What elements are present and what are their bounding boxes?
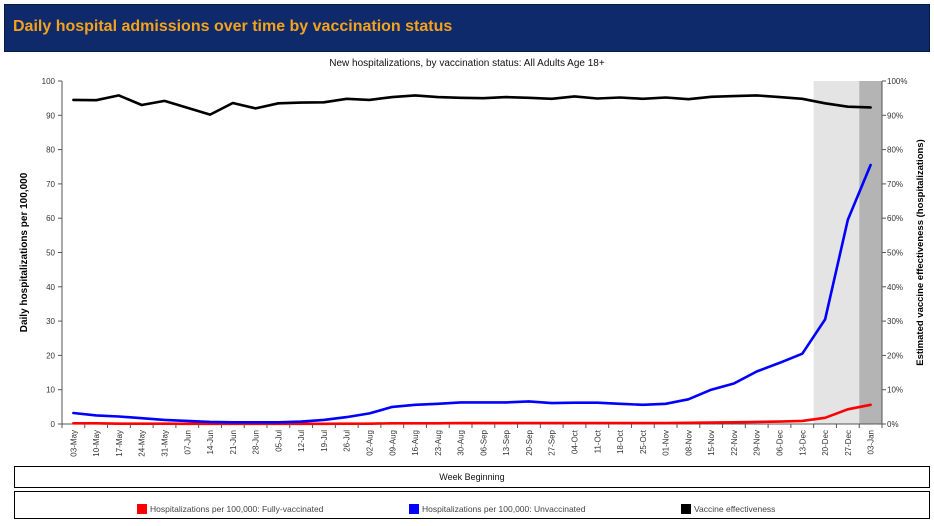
y-tick-label: 0 — [51, 420, 56, 429]
x-tick-label: 25-Oct — [639, 429, 648, 454]
x-axis-label-box: Week Beginning — [14, 466, 930, 488]
x-tick-label: 02-Aug — [366, 430, 375, 456]
x-axis-ticks: 03-May 10-May 17-May 24-May 31-May 07-Jun 14-J… — [61, 424, 883, 457]
y2-tick-label: 70% — [887, 180, 903, 189]
legend-label: Vaccine effectiveness — [694, 503, 776, 514]
x-tick-label: 06-Dec — [776, 430, 785, 456]
y2-tick-label: 20% — [887, 351, 903, 360]
legend-swatch-red — [137, 503, 147, 514]
legend-label: Hospitalizations per 100,000: Fully-vacc… — [150, 503, 324, 514]
x-tick-label: 10-May — [92, 430, 101, 457]
x-tick-label: 13-Sep — [502, 429, 511, 455]
y2-tick-label: 60% — [887, 214, 903, 223]
x-tick-label: 20-Sep — [525, 429, 534, 455]
line-chart: 0 10 20 30 40 50 60 70 80 90 100 0% 10% 20% 30% 40% 50%… — [19, 77, 926, 457]
y2-tick-label: 100% — [887, 77, 907, 86]
chart-axes — [61, 81, 883, 425]
y-tick-label: 10 — [46, 386, 55, 395]
x-tick-label: 17-May — [115, 430, 124, 457]
x-tick-label: 19-Jul — [320, 430, 329, 452]
x-tick-label: 29-Nov — [753, 430, 762, 456]
shaded-period-1 — [859, 81, 882, 424]
y2-tick-label: 0% — [887, 420, 899, 429]
y2-tick-label: 80% — [887, 146, 903, 155]
shaded-periods — [813, 81, 882, 424]
x-tick-label: 31-May — [161, 430, 170, 457]
y-tick-label: 40 — [46, 283, 55, 292]
shaded-period-0 — [813, 81, 860, 424]
left-axis-ticks: 0 10 20 30 40 50 60 70 80 90 100 — [42, 77, 62, 429]
x-tick-label: 27-Dec — [844, 430, 853, 456]
x-tick-label: 26-Jul — [343, 430, 352, 452]
right-axis-ticks: 0% 10% 20% 30% 40% 50% 60% 70% 80% 90% 100% — [882, 77, 907, 429]
chart-series — [72, 94, 872, 426]
y-axis-label: Daily hospitalizations per 100,000 — [19, 172, 30, 332]
series-line-1 — [72, 163, 872, 424]
legend-swatch-black — [681, 503, 691, 514]
y-tick-label: 30 — [46, 317, 55, 326]
x-tick-label: 14-Jun — [206, 430, 215, 454]
x-tick-label: 16-Aug — [411, 430, 420, 456]
legend-item-fully-vaccinated: Hospitalizations per 100,000: Fully-vacc… — [137, 500, 324, 514]
y-tick-label: 90 — [46, 111, 55, 120]
x-tick-label: 20-Dec — [821, 430, 830, 456]
x-tick-label: 07-Jun — [183, 430, 192, 454]
y-tick-label: 50 — [46, 249, 55, 258]
x-tick-label: 03-May — [69, 430, 78, 457]
y-tick-label: 70 — [46, 180, 55, 189]
x-tick-label: 03-Jan — [867, 430, 876, 454]
y2-tick-label: 40% — [887, 283, 903, 292]
y2-axis-label: Estimated vaccine effectiveness (hospita… — [915, 139, 926, 366]
x-tick-label: 05-Jul — [274, 430, 283, 452]
x-tick-label: 13-Dec — [798, 430, 807, 456]
x-tick-label: 30-Aug — [457, 430, 466, 456]
x-tick-label: 24-May — [138, 430, 147, 457]
x-tick-label: 04-Oct — [571, 429, 580, 454]
legend-label: Hospitalizations per 100,000: Unvaccinat… — [422, 503, 586, 514]
x-tick-label: 28-Jun — [252, 430, 261, 454]
y2-tick-label: 50% — [887, 249, 903, 258]
y-tick-label: 80 — [46, 146, 55, 155]
x-tick-label: 27-Sep — [548, 429, 557, 455]
y2-tick-label: 90% — [887, 111, 903, 120]
series-line-0 — [72, 403, 872, 426]
y2-tick-label: 30% — [887, 317, 903, 326]
series-line-2 — [72, 94, 872, 116]
x-tick-label: 06-Sep — [479, 429, 488, 455]
y2-tick-label: 10% — [887, 386, 903, 395]
banner-title: Daily hospital admissions over time by v… — [13, 18, 453, 35]
x-tick-label: 23-Aug — [434, 430, 443, 456]
y-tick-label: 100 — [42, 77, 56, 86]
x-tick-label: 15-Nov — [707, 430, 716, 456]
y-tick-label: 60 — [46, 214, 55, 223]
legend: Hospitalizations per 100,000: Fully-vacc… — [14, 491, 930, 519]
x-tick-label: 09-Aug — [388, 430, 397, 456]
x-tick-label: 12-Jul — [297, 430, 306, 452]
x-tick-label: 01-Nov — [662, 430, 671, 456]
x-tick-label: 21-Jun — [229, 430, 238, 454]
x-tick-label: 22-Nov — [730, 430, 739, 456]
legend-item-vaccine-effectiveness: Vaccine effectiveness — [681, 500, 776, 514]
legend-item-unvaccinated: Hospitalizations per 100,000: Unvaccinat… — [409, 500, 586, 514]
x-axis-label: Week Beginning — [439, 472, 505, 482]
x-tick-label: 11-Oct — [593, 429, 602, 453]
y-tick-label: 20 — [46, 351, 55, 360]
page-banner: Daily hospital admissions over time by v… — [4, 4, 930, 52]
chart-title: New hospitalizations, by vaccination sta… — [329, 58, 605, 69]
x-tick-label: 18-Oct — [616, 429, 625, 454]
x-tick-label: 08-Nov — [684, 430, 693, 456]
legend-swatch-blue — [409, 503, 419, 514]
